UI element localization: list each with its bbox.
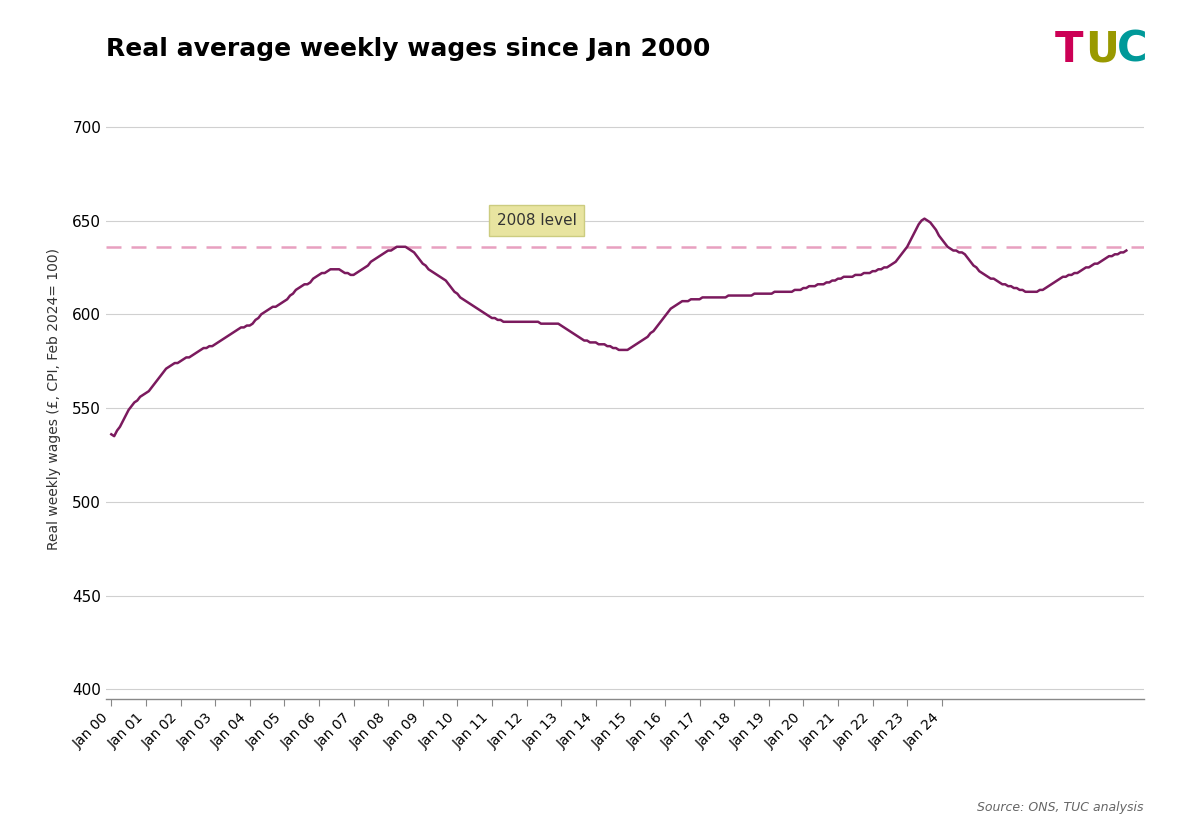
Text: 2008 level: 2008 level: [498, 213, 577, 228]
Text: Real average weekly wages since Jan 2000: Real average weekly wages since Jan 2000: [106, 37, 711, 61]
Text: Source: ONS, TUC analysis: Source: ONS, TUC analysis: [977, 801, 1144, 814]
Text: U: U: [1085, 29, 1119, 71]
Text: T: T: [1055, 29, 1084, 71]
Y-axis label: Real weekly wages (£, CPI, Feb 2024= 100): Real weekly wages (£, CPI, Feb 2024= 100…: [47, 247, 61, 550]
Text: C: C: [1117, 29, 1147, 71]
